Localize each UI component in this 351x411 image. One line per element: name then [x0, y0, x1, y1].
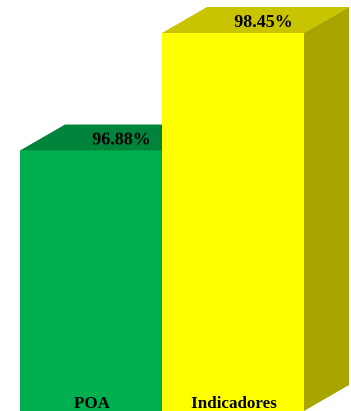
bar-poa: [20, 150, 162, 411]
bar-top-poa: [20, 124, 207, 151]
category-label-indicadores: Indicadores: [191, 393, 277, 411]
bar-group-indicadores: 98.45% Indicadores: [162, 7, 349, 411]
bar-indicadores: [162, 33, 304, 411]
value-label-poa: 96.88%: [92, 129, 151, 149]
value-label-indicadores: 98.45%: [234, 11, 293, 31]
bar-side-indicadores: [304, 7, 349, 411]
bar-top-indicadores: [162, 7, 349, 33]
category-label-poa: POA: [74, 393, 111, 411]
